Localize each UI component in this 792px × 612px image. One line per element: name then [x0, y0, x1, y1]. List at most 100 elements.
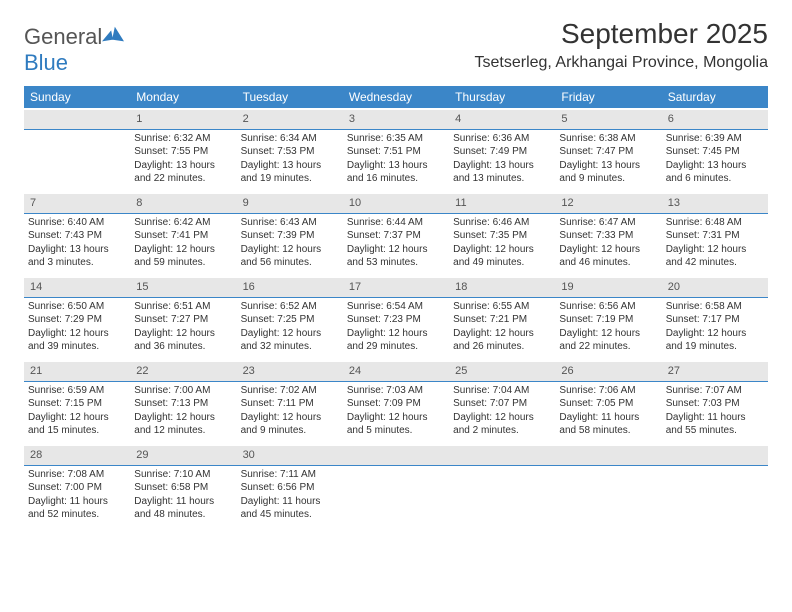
calendar: Sunday Monday Tuesday Wednesday Thursday… — [24, 86, 768, 528]
daylight-text: Daylight: 12 hours and 5 minutes. — [347, 411, 445, 438]
day-cell: 5Sunrise: 6:38 AMSunset: 7:47 PMDaylight… — [555, 108, 661, 192]
daylight-text: Daylight: 12 hours and 42 minutes. — [666, 243, 764, 270]
daylight-text: Daylight: 13 hours and 16 minutes. — [347, 159, 445, 186]
day-cell: 26Sunrise: 7:06 AMSunset: 7:05 PMDayligh… — [555, 360, 661, 444]
sunrise-text: Sunrise: 7:00 AM — [134, 384, 232, 398]
day-number: 17 — [343, 278, 449, 298]
sunrise-text: Sunrise: 6:47 AM — [559, 216, 657, 230]
day-cell: 17Sunrise: 6:54 AMSunset: 7:23 PMDayligh… — [343, 276, 449, 360]
sunset-text: Sunset: 7:11 PM — [241, 397, 339, 411]
sunrise-text: Sunrise: 7:07 AM — [666, 384, 764, 398]
sunset-text: Sunset: 7:49 PM — [453, 145, 551, 159]
sunset-text: Sunset: 7:07 PM — [453, 397, 551, 411]
daylight-text: Daylight: 13 hours and 22 minutes. — [134, 159, 232, 186]
daylight-text: Daylight: 12 hours and 19 minutes. — [666, 327, 764, 354]
day-cell: 24Sunrise: 7:03 AMSunset: 7:09 PMDayligh… — [343, 360, 449, 444]
day-number: 23 — [237, 362, 343, 382]
daylight-text: Daylight: 13 hours and 13 minutes. — [453, 159, 551, 186]
daylight-text: Daylight: 11 hours and 55 minutes. — [666, 411, 764, 438]
day-cell: 23Sunrise: 7:02 AMSunset: 7:11 PMDayligh… — [237, 360, 343, 444]
day-cell: 16Sunrise: 6:52 AMSunset: 7:25 PMDayligh… — [237, 276, 343, 360]
day-cell: 2Sunrise: 6:34 AMSunset: 7:53 PMDaylight… — [237, 108, 343, 192]
day-cell: 13 Sunrise: 6:48 AMSunset: 7:31 PMDayligh… — [662, 192, 768, 276]
day-cell: 6Sunrise: 6:39 AMSunset: 7:45 PMDaylight… — [662, 108, 768, 192]
day-cell: 15Sunrise: 6:51 AMSunset: 7:27 PMDayligh… — [130, 276, 236, 360]
daylight-text: Daylight: 12 hours and 36 minutes. — [134, 327, 232, 354]
sunrise-text: Sunrise: 6:54 AM — [347, 300, 445, 314]
sunrise-text: Sunrise: 6:36 AM — [453, 132, 551, 146]
day-number: 15 — [130, 278, 236, 298]
sunset-text: Sunset: 7:09 PM — [347, 397, 445, 411]
month-title: September 2025 — [475, 18, 769, 50]
sunset-text: Sunset: 7:31 PM — [666, 229, 764, 243]
sunset-text: Sunset: 7:51 PM — [347, 145, 445, 159]
day-number: 5 — [555, 110, 661, 130]
day-cell: 29Sunrise: 7:10 AMSunset: 6:58 PMDayligh… — [130, 444, 236, 528]
day-number: 13 — [662, 194, 768, 214]
sunrise-text: Sunrise: 6:42 AM — [134, 216, 232, 230]
sunrise-text: Sunrise: 6:59 AM — [28, 384, 126, 398]
sunset-text: Sunset: 6:56 PM — [241, 481, 339, 495]
sunrise-text: Sunrise: 6:43 AM — [241, 216, 339, 230]
dow-tuesday: Tuesday — [237, 86, 343, 108]
day-number — [24, 110, 130, 130]
logo-mark-icon — [102, 26, 124, 44]
sunset-text: Sunset: 7:43 PM — [28, 229, 126, 243]
day-number: 1 — [130, 110, 236, 130]
sunrise-text: Sunrise: 6:58 AM — [666, 300, 764, 314]
logo-word-blue: Blue — [24, 50, 68, 75]
daylight-text: Daylight: 12 hours and 9 minutes. — [241, 411, 339, 438]
sunrise-text: Sunrise: 6:51 AM — [134, 300, 232, 314]
sunrise-text: Sunrise: 6:52 AM — [241, 300, 339, 314]
day-cell: 30Sunrise: 7:11 AMSunset: 6:56 PMDayligh… — [237, 444, 343, 528]
sunset-text: Sunset: 7:21 PM — [453, 313, 551, 327]
dow-thursday: Thursday — [449, 86, 555, 108]
day-cell — [343, 444, 449, 528]
logo-word-general: General — [24, 24, 102, 49]
daylight-text: Daylight: 13 hours and 19 minutes. — [241, 159, 339, 186]
day-number: 27 — [662, 362, 768, 382]
sunrise-text: Sunrise: 7:03 AM — [347, 384, 445, 398]
day-number — [343, 446, 449, 466]
day-number: 6 — [662, 110, 768, 130]
daylight-text: Daylight: 12 hours and 22 minutes. — [559, 327, 657, 354]
weeks-container: 1Sunrise: 6:32 AMSunset: 7:55 PMDaylight… — [24, 108, 768, 528]
day-cell — [662, 444, 768, 528]
sunset-text: Sunset: 7:19 PM — [559, 313, 657, 327]
daylight-text: Daylight: 12 hours and 26 minutes. — [453, 327, 551, 354]
day-cell: 20Sunrise: 6:58 AMSunset: 7:17 PMDayligh… — [662, 276, 768, 360]
sunset-text: Sunset: 7:39 PM — [241, 229, 339, 243]
week-row: 7Sunrise: 6:40 AMSunset: 7:43 PMDaylight… — [24, 192, 768, 276]
header: General Blue September 2025 Tsetserleg, … — [24, 18, 768, 76]
sunset-text: Sunset: 7:37 PM — [347, 229, 445, 243]
day-cell: 21Sunrise: 6:59 AMSunset: 7:15 PMDayligh… — [24, 360, 130, 444]
sunset-text: Sunset: 7:17 PM — [666, 313, 764, 327]
day-cell: 8Sunrise: 6:42 AMSunset: 7:41 PMDaylight… — [130, 192, 236, 276]
sunset-text: Sunset: 7:47 PM — [559, 145, 657, 159]
day-cell: 4Sunrise: 6:36 AMSunset: 7:49 PMDaylight… — [449, 108, 555, 192]
daylight-text: Daylight: 12 hours and 15 minutes. — [28, 411, 126, 438]
day-cell: 14Sunrise: 6:50 AMSunset: 7:29 PMDayligh… — [24, 276, 130, 360]
sunrise-text: Sunrise: 6:39 AM — [666, 132, 764, 146]
week-row: 1Sunrise: 6:32 AMSunset: 7:55 PMDaylight… — [24, 108, 768, 192]
day-cell — [24, 108, 130, 192]
day-number: 8 — [130, 194, 236, 214]
sunrise-text: Sunrise: 6:44 AM — [347, 216, 445, 230]
day-number: 18 — [449, 278, 555, 298]
day-number: 14 — [24, 278, 130, 298]
day-cell — [555, 444, 661, 528]
sunrise-text: Sunrise: 7:10 AM — [134, 468, 232, 482]
sunset-text: Sunset: 7:29 PM — [28, 313, 126, 327]
day-cell: 18Sunrise: 6:55 AMSunset: 7:21 PMDayligh… — [449, 276, 555, 360]
sunrise-text: Sunrise: 6:34 AM — [241, 132, 339, 146]
day-number: 28 — [24, 446, 130, 466]
dow-sunday: Sunday — [24, 86, 130, 108]
sunset-text: Sunset: 7:00 PM — [28, 481, 126, 495]
day-cell: 12Sunrise: 6:47 AMSunset: 7:33 PMDayligh… — [555, 192, 661, 276]
sunrise-text: Sunrise: 7:06 AM — [559, 384, 657, 398]
day-number: 7 — [24, 194, 130, 214]
day-cell: 28Sunrise: 7:08 AMSunset: 7:00 PMDayligh… — [24, 444, 130, 528]
sunset-text: Sunset: 6:58 PM — [134, 481, 232, 495]
sunrise-text: Sunrise: 6:32 AM — [134, 132, 232, 146]
sunrise-text: Sunrise: 6:48 AM — [666, 216, 764, 230]
